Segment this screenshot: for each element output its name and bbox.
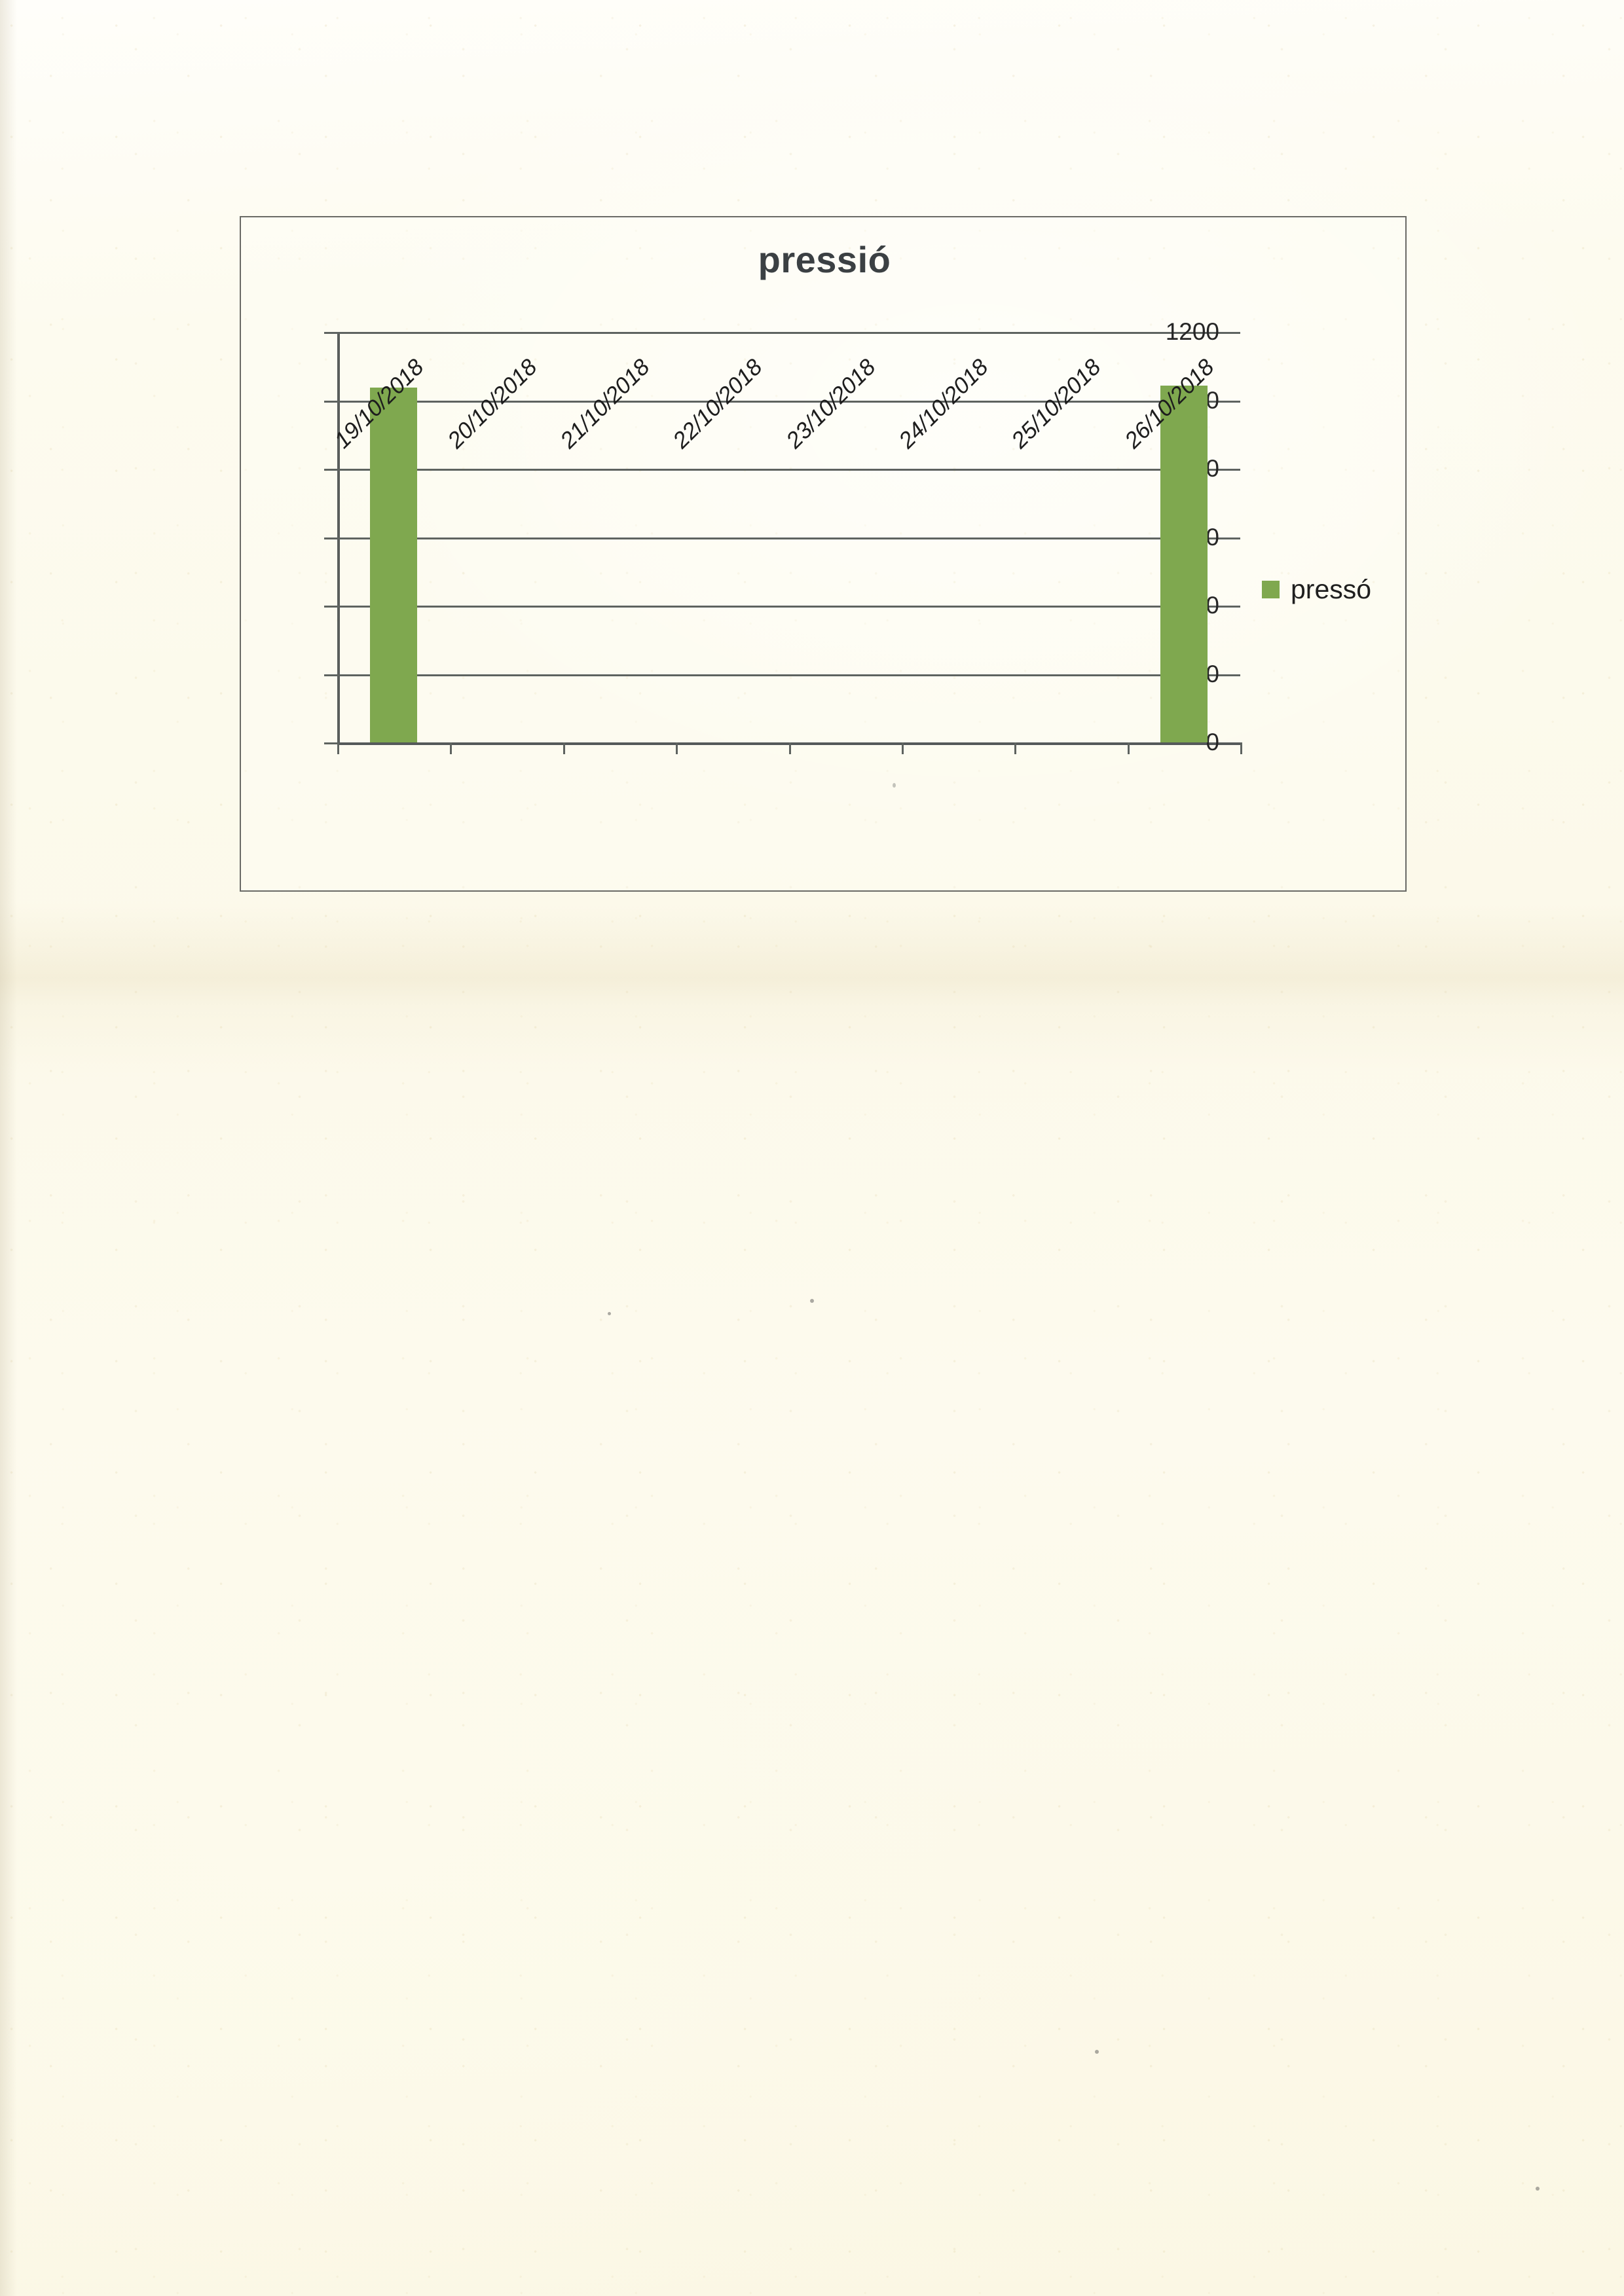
x-axis-tick-mark: [901, 742, 904, 754]
scan-banding-artifact: [0, 903, 1624, 1074]
chart-legend: pressó: [1262, 574, 1371, 605]
x-axis-tick-label: 22/10/2018: [668, 354, 767, 454]
x-axis-tick-label: 25/10/2018: [1006, 354, 1107, 454]
scan-speck: [810, 1299, 814, 1303]
gridline: [337, 469, 1240, 471]
y-axis-tick-label: 0: [1206, 729, 1219, 756]
x-axis-tick-label: 24/10/2018: [894, 354, 993, 454]
scan-speck: [1536, 2187, 1540, 2191]
x-axis-tick-label: 21/10/2018: [555, 354, 655, 454]
y-axis-tick-mark: [324, 469, 337, 471]
x-axis-tick-mark: [1014, 742, 1017, 754]
x-axis-tick-mark: [788, 742, 791, 754]
y-axis-tick-mark: [324, 400, 337, 403]
x-axis-tick-mark: [676, 742, 678, 754]
gridline: [337, 400, 1240, 403]
bar[interactable]: [1160, 386, 1208, 742]
gridline: [337, 332, 1240, 334]
scan-speck: [893, 783, 896, 788]
y-axis-tick-mark: [324, 606, 337, 608]
scan-left-edge-shadow: [0, 0, 17, 2296]
chart-title: pressió: [758, 239, 891, 280]
x-axis-tick-mark: [337, 742, 339, 754]
bar[interactable]: [369, 388, 418, 742]
x-axis-tick-label: 20/10/2018: [442, 354, 542, 454]
gridline: [337, 606, 1240, 608]
y-axis-tick-label: 1200: [1165, 318, 1219, 345]
y-axis-tick-mark: [324, 742, 337, 744]
legend-color-swatch: [1262, 581, 1280, 598]
chart-container: pressió 020040060080010001200 19/10/2018…: [240, 216, 1407, 892]
gridline: [337, 674, 1240, 676]
scan-speck: [608, 1312, 611, 1315]
x-axis-tick-mark: [450, 742, 452, 754]
x-axis-tick-mark: [563, 742, 565, 754]
y-axis-tick-mark: [324, 674, 337, 676]
gridline: [337, 537, 1240, 539]
legend-label: pressó: [1291, 574, 1372, 604]
plot-area: 020040060080010001200 19/10/201820/10/20…: [324, 318, 1242, 756]
x-axis-end-tick-mark: [1240, 742, 1242, 754]
y-axis-tick-mark: [324, 537, 337, 539]
x-axis-tick-label: 23/10/2018: [781, 354, 881, 454]
y-axis-tick-mark: [324, 332, 337, 334]
scan-speck: [1095, 2050, 1099, 2054]
x-axis-tick-mark: [1127, 742, 1130, 754]
